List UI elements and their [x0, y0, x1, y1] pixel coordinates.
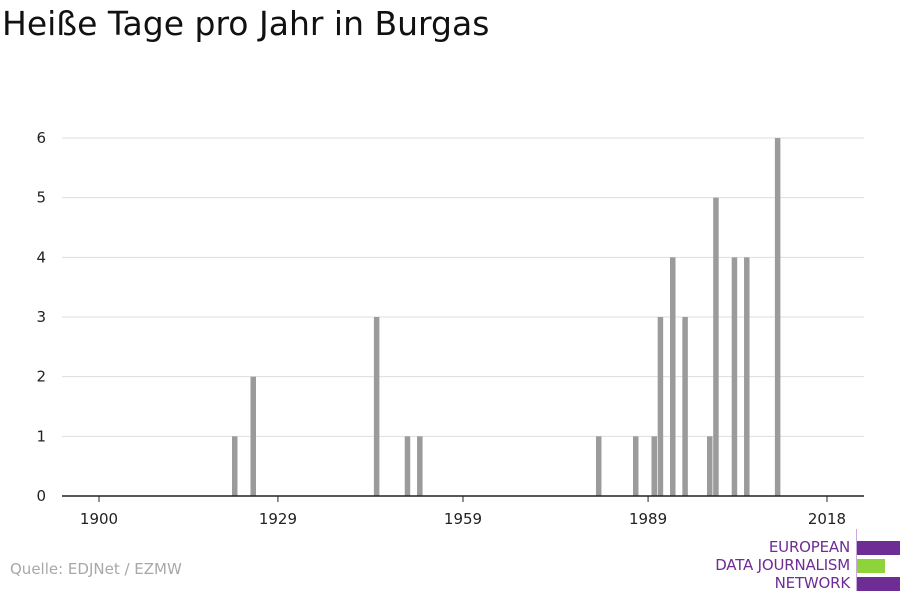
y-tick-label: 2	[36, 368, 46, 386]
x-tick-label: 1929	[259, 510, 297, 528]
x-tick-label: 1959	[444, 510, 482, 528]
bar-1952	[417, 436, 423, 496]
gridlines	[62, 137, 864, 437]
y-tick-label: 6	[36, 129, 46, 147]
logo-divider	[856, 529, 857, 591]
bar-1995	[682, 317, 688, 496]
source-note: Quelle: EDJNet / EZMW	[10, 560, 182, 578]
logo-bar-top	[857, 541, 900, 555]
x-tick-label: 1989	[629, 510, 667, 528]
bar-1991	[657, 317, 664, 496]
x-tick-label: 2018	[808, 510, 846, 528]
bar-1990	[651, 436, 657, 496]
x-tick-label: 1900	[80, 510, 118, 528]
bar-2010	[774, 138, 781, 496]
bar-2005	[744, 257, 750, 496]
chart-title: Heiße Tage pro Jahr in Burgas	[2, 4, 490, 43]
y-tick-label: 3	[36, 308, 46, 326]
bars	[231, 138, 781, 496]
y-axis-ticks: 0 1 2 3 4 5 6	[36, 129, 46, 505]
bar-1925	[250, 376, 256, 496]
bar-1987	[632, 436, 639, 496]
y-tick-label: 4	[36, 248, 46, 266]
bar-1950	[404, 436, 411, 496]
bar-1922	[231, 436, 238, 496]
y-tick-label: 1	[36, 427, 46, 445]
bar-1999	[707, 436, 713, 496]
bar-1993	[670, 257, 676, 496]
y-tick-label: 0	[36, 487, 46, 505]
bar-1945	[373, 317, 380, 496]
logo-bar-middle	[857, 559, 885, 573]
logo-line-network: NETWORK	[774, 574, 851, 592]
bar-2000	[713, 197, 719, 496]
logo-line-data-journalism: DATA JOURNALISM	[715, 556, 850, 574]
bar-1981	[595, 436, 602, 496]
y-tick-label: 5	[36, 189, 46, 207]
logo-bar-bottom	[857, 577, 900, 591]
edjnet-logo: EUROPEAN DATA JOURNALISM NETWORK	[700, 529, 900, 595]
logo-line-european: EUROPEAN	[768, 538, 850, 556]
x-axis-ticks: 1900 1929 1959 1989 2018	[80, 496, 846, 528]
bar-2003	[731, 257, 738, 496]
